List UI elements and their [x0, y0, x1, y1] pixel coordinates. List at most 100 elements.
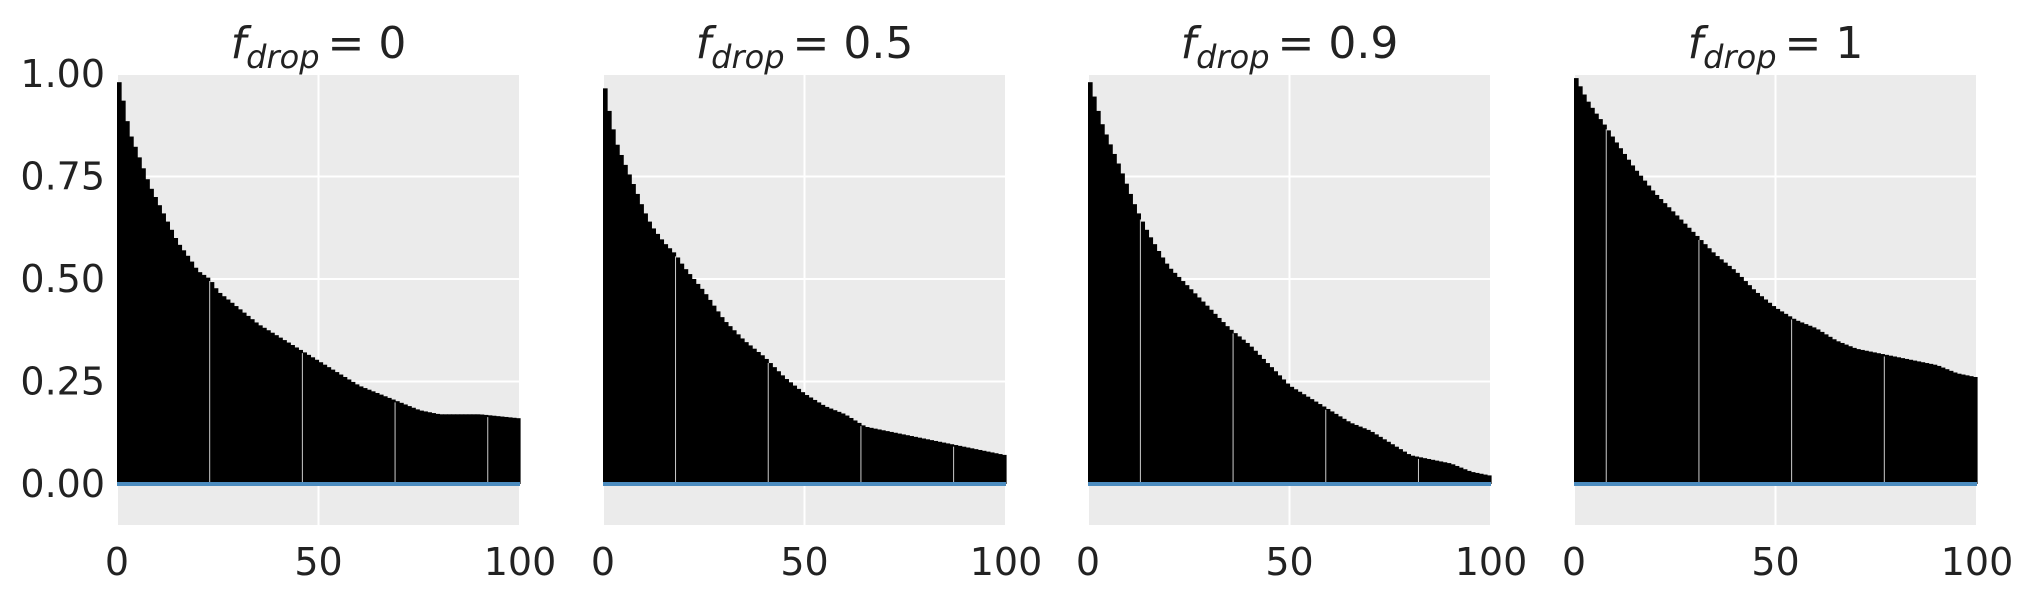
bar [391, 399, 396, 484]
bar [772, 367, 777, 484]
bar [467, 414, 473, 484]
bar [1305, 396, 1311, 484]
bar [306, 354, 312, 484]
bar [1414, 456, 1420, 484]
bar [1690, 231, 1696, 484]
bar [901, 434, 906, 484]
bar [933, 440, 939, 484]
bar [1358, 426, 1363, 484]
bar [776, 371, 781, 484]
bar [1245, 342, 1250, 484]
bar [1848, 346, 1853, 484]
bar [1293, 389, 1299, 484]
bar [1257, 354, 1262, 484]
bar [1711, 252, 1716, 484]
bar [816, 402, 822, 484]
bar [1104, 134, 1109, 484]
bar [1092, 96, 1097, 485]
bar [1904, 358, 1910, 484]
bar [929, 440, 935, 484]
bar [1148, 237, 1154, 484]
panel-4-title-sub: drop [1703, 38, 1776, 76]
bar [318, 362, 324, 484]
panel-2-title: fdrop = 0.5 [696, 18, 914, 76]
bar [1289, 386, 1295, 484]
bar [1779, 311, 1785, 484]
bar [824, 406, 830, 484]
bar [764, 358, 769, 484]
bar [1349, 423, 1355, 484]
bar [1184, 285, 1190, 484]
bar [1366, 429, 1371, 484]
bar [1876, 353, 1881, 484]
bar [1839, 342, 1845, 484]
bar [687, 274, 693, 484]
bar [1670, 211, 1676, 484]
bar [623, 164, 628, 484]
bar [1168, 268, 1174, 484]
bar [169, 229, 175, 484]
bar [193, 267, 199, 484]
bar [848, 417, 854, 484]
bar [1638, 175, 1644, 484]
bar [780, 375, 785, 484]
bar [1727, 265, 1732, 484]
bar [1458, 467, 1464, 484]
bar [282, 340, 287, 484]
panel-1: fdrop = 0 0 50 100 0.00 0.25 0.50 0.75 1.00 [20, 18, 556, 584]
bar [885, 431, 890, 484]
bar [844, 415, 850, 484]
bar [1418, 457, 1424, 484]
bar [889, 431, 894, 484]
bar [881, 430, 886, 484]
bar [350, 381, 356, 484]
bar [651, 228, 656, 484]
bar [965, 447, 971, 484]
bar [1112, 153, 1117, 484]
x-tick-label: 100 [1455, 540, 1528, 584]
bar [1924, 363, 1930, 484]
bar [262, 327, 267, 484]
bar [1912, 360, 1918, 484]
bar [330, 369, 336, 484]
bar [723, 322, 729, 484]
bar [290, 345, 295, 484]
bar [1892, 356, 1897, 484]
bar [197, 272, 203, 484]
bar [1164, 263, 1170, 484]
bar [1426, 458, 1432, 484]
bar [491, 415, 497, 484]
bar [820, 404, 826, 484]
bar [1614, 142, 1619, 484]
bar [1233, 333, 1238, 484]
bar [1872, 352, 1877, 484]
bar [1715, 256, 1720, 484]
bar [760, 355, 765, 484]
bar [1626, 159, 1632, 484]
bar [1682, 223, 1688, 484]
bar [1398, 449, 1403, 484]
bar [1908, 359, 1914, 484]
bar [225, 299, 231, 484]
bar [1301, 394, 1307, 484]
bar [229, 302, 235, 484]
bar [1402, 451, 1407, 484]
bar [1277, 375, 1283, 484]
bar [1116, 163, 1121, 484]
bar [495, 416, 501, 484]
x-tick-label: 50 [294, 540, 342, 584]
bar [439, 414, 445, 484]
x-tick-label: 100 [484, 540, 557, 584]
bar [479, 414, 485, 484]
x-tick-label: 0 [1076, 540, 1100, 584]
bar [338, 374, 344, 484]
bar [1237, 336, 1242, 484]
bar [1702, 244, 1708, 484]
y-tick-label: 0.50 [20, 257, 105, 301]
bar [1204, 305, 1210, 484]
bar [1654, 194, 1660, 484]
bar [1755, 292, 1760, 484]
bar [1751, 289, 1756, 484]
bar [213, 288, 219, 484]
bar [667, 248, 673, 484]
